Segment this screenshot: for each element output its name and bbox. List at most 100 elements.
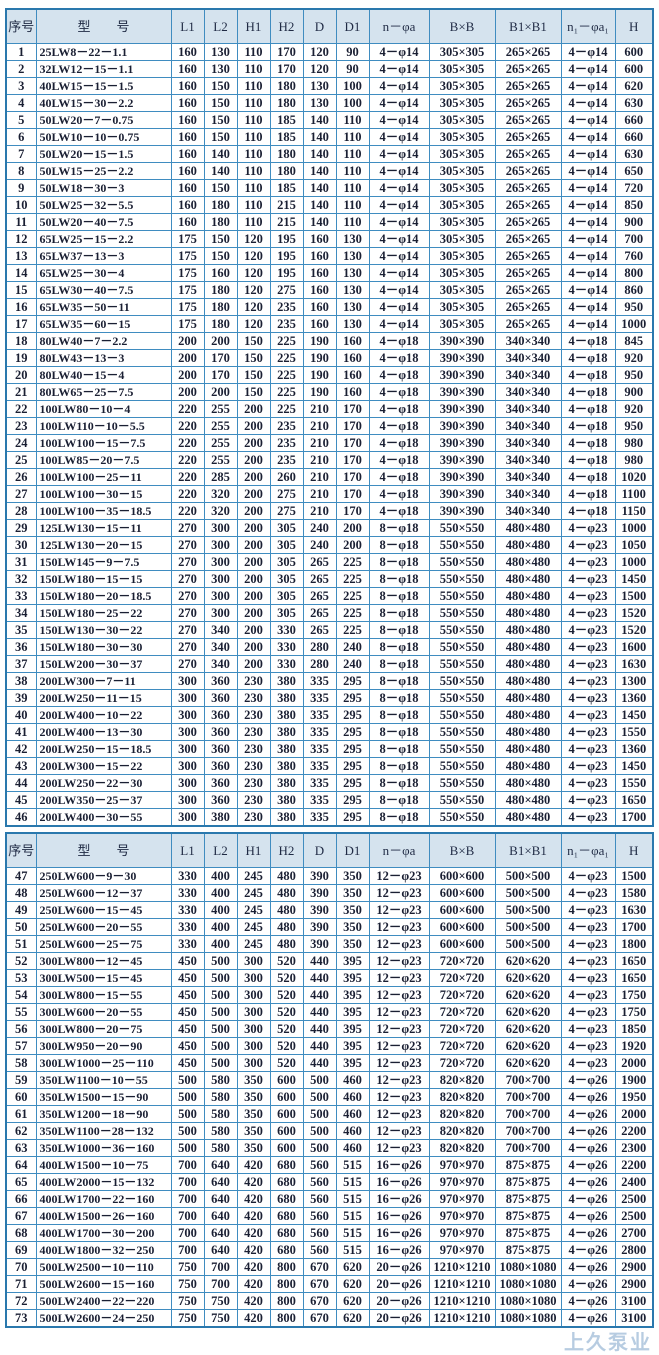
cell-l2: 150 (203, 230, 238, 248)
cell-l1: 220 (170, 502, 205, 520)
cell-d: 500 (302, 1071, 337, 1089)
cell-n1-phi-a1: 4－φ23 (560, 901, 616, 919)
cell-b1-x-b1: 340×340 (494, 468, 562, 486)
cell-b-x-b: 550×550 (428, 553, 496, 571)
table-body: 47 250LW600－9－30 330 400 245 480 390 350 12－φ23 6… (5, 867, 654, 1328)
cell-n-phi-a: 8－φ18 (368, 587, 430, 605)
column-header-l1: L1 (170, 832, 205, 868)
cell-l1: 330 (170, 884, 205, 902)
cell-l1: 175 (170, 230, 205, 248)
cell-row-number: 28 (5, 502, 37, 520)
cell-h: 3100 (614, 1309, 654, 1328)
cell-l1: 175 (170, 264, 205, 282)
cell-model: 200LW400－10－22 (35, 706, 172, 724)
watermark-logo: 上久泵业 (564, 1330, 652, 1354)
cell-b-x-b: 305×305 (428, 281, 496, 299)
cell-h1: 420 (236, 1275, 271, 1293)
cell-n1-phi-a1: 4－φ26 (560, 1309, 616, 1328)
cell-h2: 520 (269, 969, 304, 987)
column-header-d1: D1 (335, 8, 370, 44)
cell-model: 65LW30－40－7.5 (35, 281, 172, 299)
column-header-model: 型 号 (35, 8, 172, 44)
cell-h1: 230 (236, 723, 271, 741)
cell-n1-phi-a1: 4－φ18 (560, 417, 616, 435)
cell-h: 1750 (614, 1003, 654, 1021)
cell-b1-x-b1: 340×340 (494, 332, 562, 350)
cell-d: 210 (302, 400, 337, 418)
cell-h2: 480 (269, 918, 304, 936)
cell-h: 620 (614, 77, 654, 95)
table-row: 73 500LW2600－24－250 750 750 420 800 670 620 20－φ… (5, 1309, 654, 1328)
cell-row-number: 15 (5, 281, 37, 299)
cell-l2: 640 (203, 1224, 238, 1242)
cell-n-phi-a: 20－φ26 (368, 1258, 430, 1276)
cell-d1: 620 (335, 1292, 370, 1310)
cell-h2: 185 (269, 179, 304, 197)
cell-n1-phi-a1: 4－φ18 (560, 468, 616, 486)
cell-h1: 110 (236, 94, 271, 112)
cell-row-number: 24 (5, 434, 37, 452)
table-row: 17 65LW35－60－15 175 180 120 235 160 130 4－φ14 305… (5, 315, 654, 333)
cell-b-x-b: 550×550 (428, 655, 496, 673)
cell-n1-phi-a1: 4－φ18 (560, 502, 616, 520)
cell-b-x-b: 1210×1210 (428, 1275, 496, 1293)
cell-d: 335 (302, 791, 337, 809)
cell-h: 2500 (614, 1207, 654, 1225)
cell-l1: 300 (170, 706, 205, 724)
cell-b-x-b: 970×970 (428, 1190, 496, 1208)
cell-h1: 110 (236, 213, 271, 231)
cell-d: 335 (302, 808, 337, 827)
cell-b1-x-b1: 480×480 (494, 519, 562, 537)
cell-l2: 180 (203, 281, 238, 299)
column-header-l1: L1 (170, 8, 205, 44)
cell-n-phi-a: 4－φ14 (368, 196, 430, 214)
table-body: 1 25LW8－22－1.1 160 130 110 170 120 90 4－φ14 305×3… (5, 43, 654, 827)
cell-l1: 450 (170, 952, 205, 970)
column-header-n-phi-a: n－φa (368, 8, 430, 44)
cell-l1: 160 (170, 196, 205, 214)
cell-d: 390 (302, 935, 337, 953)
table-row: 68 400LW1700－30－200 700 640 420 680 560 515 16－φ… (5, 1224, 654, 1242)
table-row: 48 250LW600－12－37 330 400 245 480 390 350 12－φ23… (5, 884, 654, 902)
cell-h1: 350 (236, 1105, 271, 1123)
cell-h1: 300 (236, 1037, 271, 1055)
cell-d1: 350 (335, 884, 370, 902)
cell-b1-x-b1: 480×480 (494, 536, 562, 554)
cell-d: 335 (302, 672, 337, 690)
cell-h: 1920 (614, 1037, 654, 1055)
cell-b1-x-b1: 500×500 (494, 884, 562, 902)
table-header-row: 序号型 号 L1 L2 H1 H2 D D1 n－φa B×B B1×B1 n₁－φa₁ H (5, 832, 654, 868)
cell-n1-phi-a1: 4－φ23 (560, 740, 616, 758)
cell-h1: 110 (236, 43, 271, 61)
cell-h: 1450 (614, 706, 654, 724)
cell-h2: 215 (269, 213, 304, 231)
cell-h1: 245 (236, 918, 271, 936)
cell-l1: 500 (170, 1122, 205, 1140)
cell-d1: 240 (335, 655, 370, 673)
cell-h1: 110 (236, 196, 271, 214)
cell-b1-x-b1: 265×265 (494, 145, 562, 163)
cell-d1: 110 (335, 145, 370, 163)
cell-row-number: 30 (5, 536, 37, 554)
cell-d: 210 (302, 417, 337, 435)
cell-h: 2300 (614, 1139, 654, 1157)
cell-h: 845 (614, 332, 654, 350)
cell-d: 440 (302, 969, 337, 987)
cell-h: 2700 (614, 1224, 654, 1242)
cell-d1: 395 (335, 1003, 370, 1021)
cell-d1: 130 (335, 230, 370, 248)
cell-model: 40LW15－30－2.2 (35, 94, 172, 112)
cell-row-number: 69 (5, 1241, 37, 1259)
cell-row-number: 44 (5, 774, 37, 792)
cell-model: 100LW110－10－5.5 (35, 417, 172, 435)
cell-d: 440 (302, 952, 337, 970)
cell-d1: 170 (335, 502, 370, 520)
cell-h: 1650 (614, 969, 654, 987)
cell-b-x-b: 720×720 (428, 1054, 496, 1072)
cell-d: 265 (302, 621, 337, 639)
cell-h2: 195 (269, 230, 304, 248)
cell-d: 190 (302, 366, 337, 384)
cell-h2: 225 (269, 332, 304, 350)
cell-n1-phi-a1: 4－φ18 (560, 366, 616, 384)
cell-b-x-b: 550×550 (428, 774, 496, 792)
